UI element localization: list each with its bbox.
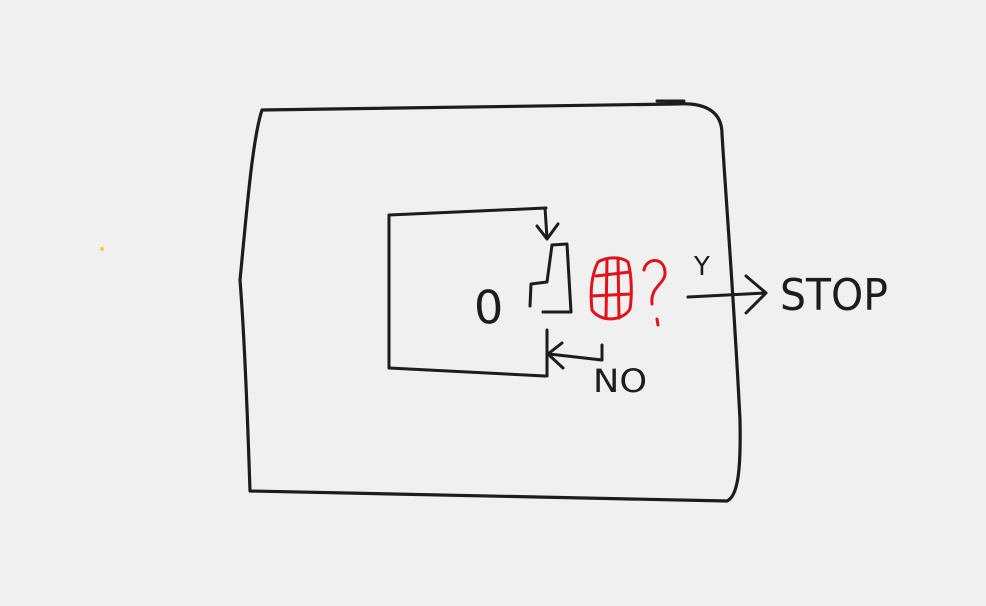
inner-box [387,206,548,378]
step-shape-inner [528,243,554,308]
question-mark-icon [642,259,667,327]
yes-label: Y [693,252,710,282]
no-arrow [545,328,604,378]
zero-label: 0 [473,279,505,334]
stop-label: STOP [780,270,888,321]
outer-box [238,102,742,503]
stray-yellow-dot [100,247,104,251]
yes-arrow [686,274,768,315]
step-shape [541,242,573,314]
down-arrow [535,206,560,241]
no-label: NO [593,362,647,400]
tank-icon [589,256,633,321]
